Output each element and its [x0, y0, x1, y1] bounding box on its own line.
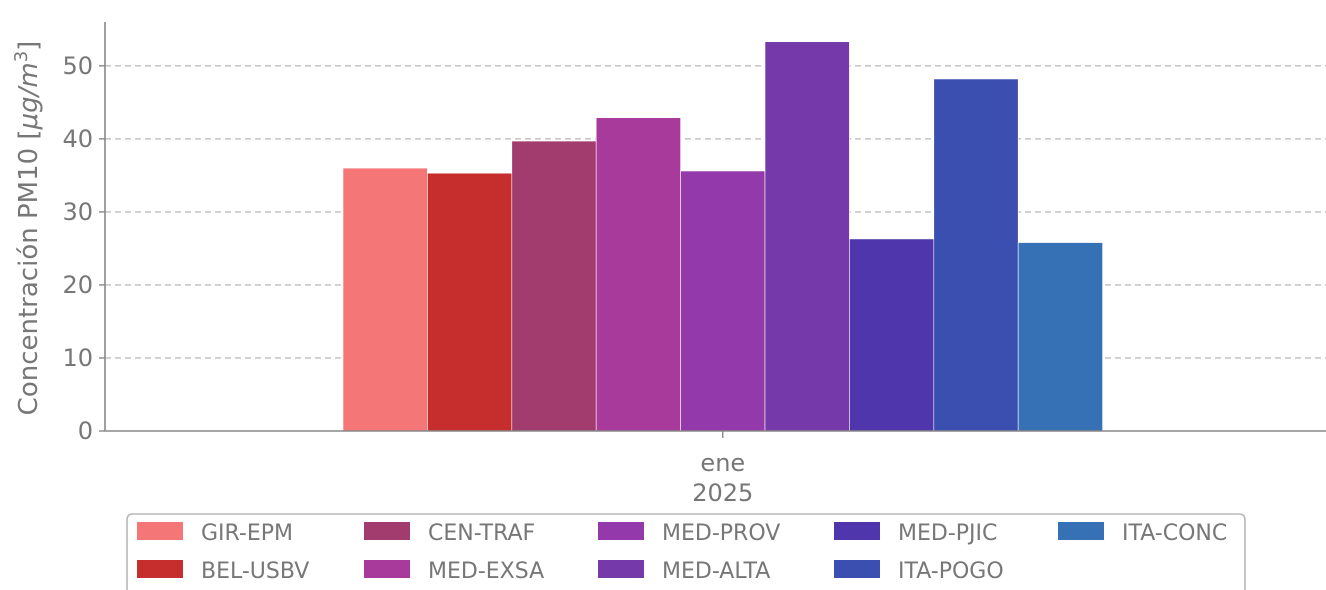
legend-swatch: [364, 560, 410, 578]
legend-label: CEN-TRAF: [428, 521, 535, 546]
y-tick-label: 10: [62, 344, 93, 372]
bar-cen-traf: [511, 140, 597, 432]
x-tick-label: 2025: [692, 479, 753, 507]
legend-label: MED-PJIC: [898, 521, 997, 546]
axes: [104, 22, 1326, 432]
legend-swatch: [137, 522, 183, 540]
y-axis-title: Concentración PM10 [μg/m3]: [11, 41, 44, 416]
y-tick-label: 0: [78, 417, 93, 445]
legend-swatch: [834, 522, 880, 540]
legend-swatch: [598, 522, 644, 540]
legend-label: MED-PROV: [662, 521, 780, 546]
legend-label: BEL-USBV: [201, 559, 309, 584]
y-tick-label: 30: [62, 198, 93, 226]
legend: GIR-EPM BEL-USBV CEN-TRAF MED-EXSA MED-PROV M…: [126, 513, 1246, 590]
bars: [342, 41, 1103, 432]
y-ticks: 0 10 20 30 40 50: [62, 52, 105, 445]
bar-med-prov: [680, 170, 766, 432]
legend-label: GIR-EPM: [201, 521, 293, 546]
bar-bel-usbv: [427, 172, 513, 432]
legend-label: ITA-POGO: [898, 559, 1004, 584]
x-tick-label: ene: [700, 449, 745, 477]
legend-swatch: [598, 560, 644, 578]
y-tick-label: 20: [62, 271, 93, 299]
legend-swatch: [137, 560, 183, 578]
legend-swatch: [834, 560, 880, 578]
bar-ita-conc: [1017, 242, 1103, 432]
bar-gir-epm: [342, 167, 428, 432]
legend-label: ITA-CONC: [1122, 521, 1227, 546]
bar-med-alta: [764, 41, 850, 432]
bar-med-pjic: [849, 238, 935, 432]
y-tick-label: 40: [62, 125, 93, 153]
legend-label: MED-ALTA: [662, 559, 770, 584]
legend-swatch: [1058, 522, 1104, 540]
legend-label: MED-EXSA: [428, 559, 544, 584]
bar-ita-pogo: [933, 78, 1019, 432]
y-tick-label: 50: [62, 52, 93, 80]
bar-med-exsa: [595, 117, 681, 432]
legend-swatch: [364, 522, 410, 540]
